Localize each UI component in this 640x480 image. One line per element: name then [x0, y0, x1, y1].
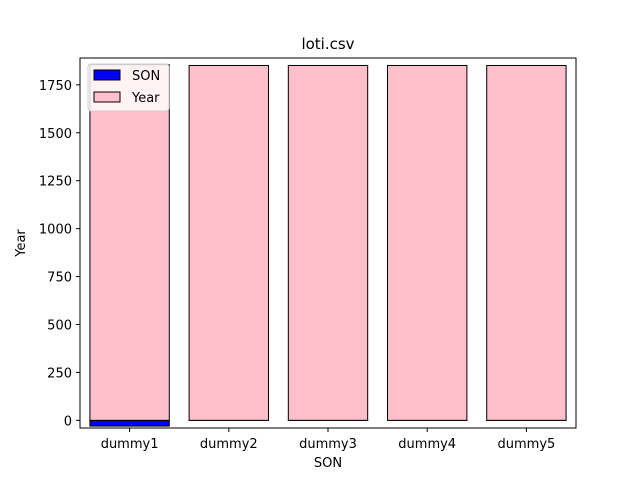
x-axis: dummy1 dummy2 dummy3 dummy4 dummy5	[101, 428, 556, 452]
bar-year-dummy1	[89, 64, 170, 421]
x-tick-label: dummy1	[101, 437, 159, 452]
y-tick-label: 1000	[39, 223, 72, 238]
y-tick-label: 750	[47, 271, 72, 286]
y-tick-label: 1750	[39, 79, 72, 94]
x-tick-label: dummy4	[398, 437, 456, 452]
bar-son-dummy1	[89, 419, 170, 427]
legend-label-son: SON	[132, 69, 160, 84]
y-tick-label: 1250	[39, 175, 72, 190]
legend: SON Year	[87, 63, 170, 112]
bar-year-dummy4	[387, 64, 468, 421]
x-tick-label: dummy5	[498, 437, 556, 452]
x-tick-label: dummy2	[200, 437, 258, 452]
y-axis-title: Year	[14, 229, 29, 258]
legend-label-year: Year	[131, 91, 160, 106]
legend-swatch-son	[93, 69, 121, 81]
y-tick-label: 1500	[39, 127, 72, 142]
chart-title: loti.csv	[301, 35, 354, 53]
legend-swatch-year	[93, 91, 121, 103]
x-tick-label: dummy3	[299, 437, 357, 452]
bars-layer	[89, 64, 567, 427]
y-tick-label: 500	[47, 318, 72, 333]
bar-year-dummy5	[486, 64, 567, 421]
y-tick-label: 250	[47, 366, 72, 381]
x-axis-title: SON	[314, 456, 342, 471]
y-tick-label: 0	[64, 414, 72, 429]
bar-year-dummy2	[188, 64, 269, 421]
bar-year-dummy3	[287, 64, 369, 421]
y-axis: 0 250 500 750 1000 1250 1500 1750	[39, 79, 80, 429]
